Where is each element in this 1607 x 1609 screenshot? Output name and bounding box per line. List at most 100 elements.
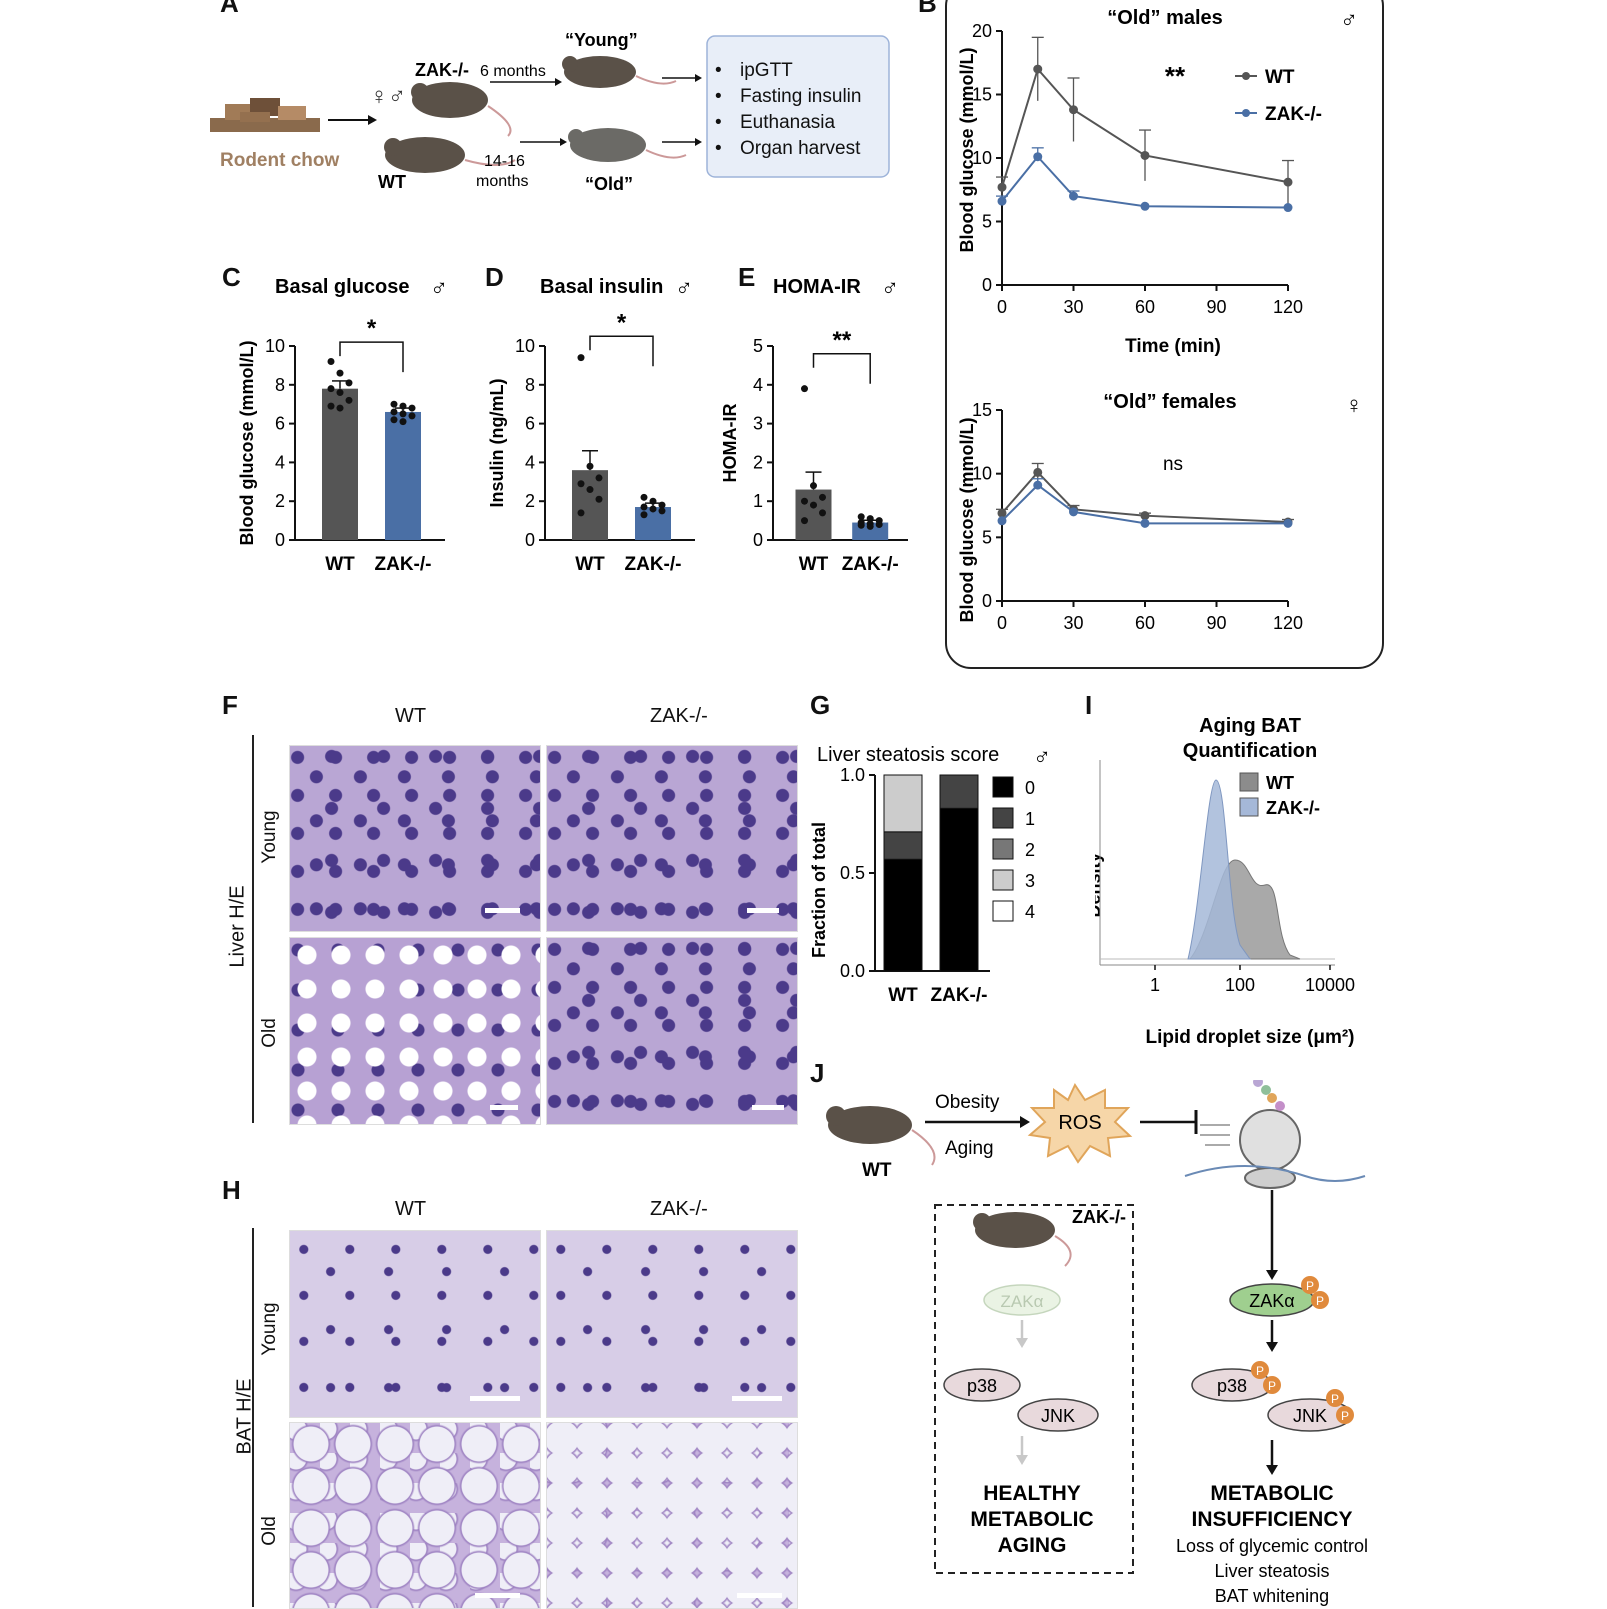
legend-label-zak: ZAK-/- bbox=[1266, 798, 1320, 818]
data-point bbox=[327, 402, 335, 410]
wt-label: WT bbox=[378, 172, 406, 192]
scale-bar bbox=[490, 1105, 518, 1110]
legend-wt: WT bbox=[1265, 67, 1295, 88]
data-point bbox=[1033, 467, 1043, 477]
scale-bar bbox=[475, 1593, 520, 1598]
data-point bbox=[399, 402, 407, 410]
y-tick-label: 2 bbox=[525, 491, 535, 511]
row-label-old: Old bbox=[259, 1516, 280, 1546]
legend-swatch bbox=[992, 807, 1014, 829]
data-point bbox=[997, 508, 1007, 518]
old-label: “Old” bbox=[585, 174, 633, 194]
zak-ko-mouse-icon bbox=[973, 1212, 1072, 1267]
outcome-steatosis: Liver steatosis bbox=[1214, 1561, 1329, 1581]
male-symbol: ♂ bbox=[1033, 744, 1051, 771]
ribosome-icon bbox=[1184, 1080, 1366, 1189]
data-point bbox=[586, 462, 594, 470]
insufficiency-line1: METABOLIC bbox=[1210, 1482, 1333, 1505]
data-point bbox=[327, 358, 335, 366]
p38-label: p38 bbox=[967, 1376, 997, 1396]
basal-glucose-chart: Basal glucose ♂ Blood glucose (mmol/L) 0… bbox=[237, 275, 448, 575]
phospho-label: P bbox=[1341, 1409, 1349, 1423]
legend-swatch bbox=[992, 900, 1014, 922]
density-curve-zak bbox=[1187, 779, 1251, 960]
panel-label-b: B bbox=[918, 0, 937, 18]
bullet: • bbox=[715, 86, 722, 107]
ros-label: ROS bbox=[1058, 1112, 1101, 1134]
p38-label: p38 bbox=[1217, 1376, 1247, 1396]
data-point bbox=[819, 493, 826, 501]
y-tick-label: 5 bbox=[982, 527, 992, 547]
chart-title: “Old” males bbox=[1107, 7, 1223, 29]
y-tick-label: 0 bbox=[982, 591, 992, 611]
data-point bbox=[1069, 191, 1078, 201]
chart-title: “Old” females bbox=[1103, 391, 1236, 413]
x-tick-label: 90 bbox=[1206, 613, 1226, 633]
y-tick-label: 4 bbox=[525, 452, 535, 472]
data-point bbox=[336, 404, 344, 412]
y-tick-label: 0 bbox=[525, 530, 535, 550]
bullet: • bbox=[715, 112, 722, 133]
box-item-organ-harvest: Organ harvest bbox=[740, 138, 861, 159]
y-tick-label: 15 bbox=[972, 85, 992, 105]
data-point bbox=[810, 501, 817, 509]
y-tick-label: 15 bbox=[972, 400, 992, 420]
data-point bbox=[577, 509, 585, 517]
data-point bbox=[1283, 203, 1293, 213]
panel-label-i: I bbox=[1085, 690, 1093, 720]
y-axis-label: Blood glucose (mmol/L) bbox=[237, 340, 257, 545]
y-axis-label: HOMA-IR bbox=[720, 404, 740, 483]
bar-zak bbox=[385, 411, 421, 540]
data-point bbox=[336, 369, 344, 377]
data-point bbox=[577, 480, 585, 488]
data-point bbox=[640, 511, 648, 519]
zaka-label: ZAKα bbox=[1249, 1291, 1294, 1311]
x-tick-label: ZAK-/- bbox=[931, 985, 988, 1006]
scale-bar bbox=[485, 908, 520, 913]
phospho-label: P bbox=[1268, 1379, 1276, 1393]
data-point bbox=[658, 507, 666, 515]
y-tick-label: 10 bbox=[972, 464, 992, 484]
bracket-line bbox=[252, 1228, 254, 1607]
y-tick-label: 2 bbox=[753, 452, 763, 472]
column-label-zak: ZAK-/- bbox=[650, 1198, 708, 1220]
y-tick-label: 3 bbox=[753, 414, 763, 434]
significance-bracket bbox=[339, 341, 404, 373]
row-label-young: Young bbox=[259, 810, 280, 864]
bar-wt bbox=[322, 388, 358, 540]
months-1416-label: 14-16 bbox=[484, 153, 525, 170]
side-label-liver: Liver H/E bbox=[226, 885, 249, 968]
aging-label: Aging bbox=[945, 1138, 994, 1159]
data-point bbox=[801, 497, 808, 505]
data-point bbox=[801, 517, 808, 525]
bullet: • bbox=[715, 138, 722, 159]
phospho-label: P bbox=[1316, 1294, 1324, 1308]
homa-ir-chart: HOMA-IR ♂ HOMA-IR 0 1 2 3 4 5 WT ZAK-/- ** bbox=[720, 275, 908, 575]
x-tick-label: WT bbox=[799, 554, 829, 575]
data-point bbox=[997, 196, 1007, 206]
legend-label: 2 bbox=[1025, 840, 1035, 860]
wt-label: WT bbox=[862, 1160, 892, 1181]
column-label-wt: WT bbox=[395, 1198, 427, 1220]
data-point bbox=[327, 385, 335, 393]
wt-mouse-icon bbox=[384, 137, 516, 173]
data-point bbox=[408, 412, 416, 420]
zaka-node-faded bbox=[983, 1284, 1061, 1316]
stack-segment-3 bbox=[883, 774, 923, 833]
x-tick-label: 30 bbox=[1063, 613, 1083, 633]
ipgtt-females-chart: “Old” females ♀ ns Blood glucose (mmol/L… bbox=[957, 391, 1363, 633]
y-tick-label: 2 bbox=[275, 491, 285, 511]
box-item-ipgtt: ipGTT bbox=[740, 60, 793, 81]
legend-label: 1 bbox=[1025, 809, 1035, 829]
male-symbol: ♂ bbox=[430, 275, 448, 302]
chart-title: Liver steatosis score bbox=[817, 744, 999, 766]
y-tick-label: 5 bbox=[982, 212, 992, 232]
y-axis-label: Fraction of total bbox=[809, 822, 829, 958]
stack-segment-0 bbox=[939, 807, 979, 972]
model-schematic: WT Obesity Aging ROS ZAKα P P p38 P P JN… bbox=[826, 1080, 1368, 1606]
legend: WT ZAK-/- bbox=[1235, 67, 1322, 125]
chart-title-line1: Aging BAT bbox=[1199, 715, 1301, 737]
data-point bbox=[866, 522, 874, 530]
data-point bbox=[1283, 518, 1293, 528]
y-axis-label: Blood glucose (mmol/L) bbox=[957, 47, 977, 252]
